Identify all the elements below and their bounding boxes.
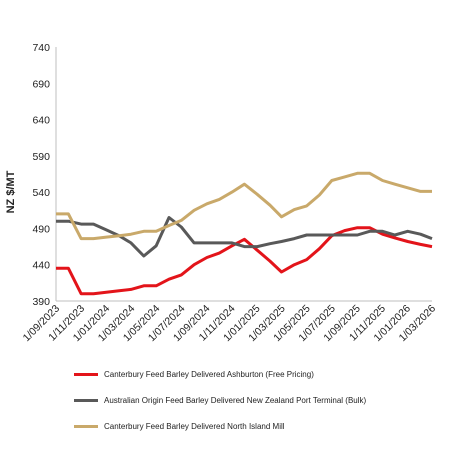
y-tick-label: 590 [32, 151, 50, 163]
legend-swatch [74, 424, 98, 428]
y-tick-label: 690 [32, 78, 50, 90]
legend-item-ashburton: Canterbury Feed Barley Delivered Ashburt… [74, 361, 444, 387]
y-tick-label: 640 [32, 115, 50, 127]
y-axis-title: NZ $/MT [5, 170, 17, 213]
series-line-north-island-mill [56, 171, 432, 241]
legend-label: Australian Origin Feed Barley Delivered … [104, 395, 367, 405]
series-line-ashburton [56, 226, 433, 296]
y-tick-label: 540 [32, 187, 50, 199]
legend-swatch [74, 398, 98, 402]
legend: Canterbury Feed Barley Delivered Ashburt… [74, 361, 444, 439]
legend-label: Canterbury Feed Barley Delivered Ashburt… [104, 369, 314, 379]
y-axis: 740 690 640 590 540 490 440 390 [32, 42, 57, 308]
y-tick-label: 490 [32, 223, 50, 235]
x-axis: 1/09/20231/11/20231/01/20241/03/20241/05… [21, 300, 438, 344]
legend-item-north-island-mill: Canterbury Feed Barley Delivered North I… [74, 413, 444, 439]
legend-item-australian-origin: Australian Origin Feed Barley Delivered … [74, 387, 444, 413]
legend-swatch [74, 372, 98, 376]
series-layer [56, 171, 433, 296]
legend-label: Canterbury Feed Barley Delivered North I… [104, 421, 285, 431]
y-tick-label: 390 [32, 296, 50, 308]
y-tick-label: 440 [32, 260, 50, 272]
y-tick-label: 740 [32, 42, 50, 54]
